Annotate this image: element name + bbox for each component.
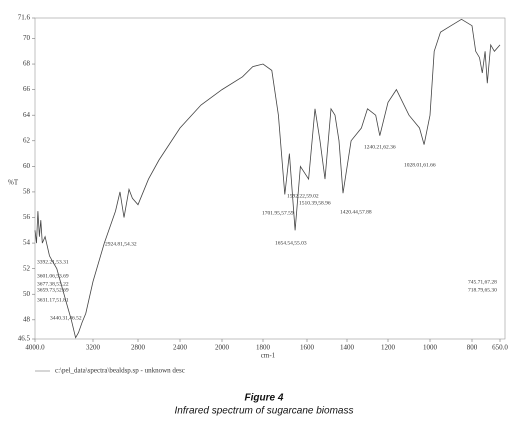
y-tick-label: 62	[23, 136, 31, 144]
y-tick-label: 70	[23, 34, 31, 42]
footer: c:\pel_data\spectra\bealdsp.sp - unknown…	[55, 367, 185, 375]
x-tick-label: 1400	[340, 344, 355, 352]
x-tick-label: 4000.0	[25, 344, 45, 352]
y-tick-label: 60	[23, 162, 31, 170]
y-tick-label: 50	[23, 290, 31, 298]
peak-annotation: 3392.21,53.31	[37, 259, 69, 265]
x-tick-label: 2800	[131, 344, 146, 352]
y-tick-label: 54	[23, 239, 31, 247]
x-tick-label: 2000	[215, 344, 230, 352]
x-tick-label: 800	[467, 344, 478, 352]
peak-annotation: 3677.38,53.22	[37, 281, 69, 287]
peak-annotation: 718.79,65.30	[468, 287, 497, 293]
peak-annotation: 3440.31,46.52	[50, 315, 82, 321]
peak-annotation: 3659.73,52.69	[37, 287, 69, 293]
x-axis-label: cm-1	[261, 352, 276, 360]
y-tick-label: 56	[23, 213, 31, 221]
peak-annotation: 3601.06,53.69	[37, 273, 69, 279]
x-tick-label: 650.0	[492, 344, 508, 352]
y-tick-label: 64	[23, 111, 31, 119]
peak-annotation: 1701.95,57.59	[262, 210, 294, 216]
peak-annotation: 1592.22,59.02	[287, 193, 319, 199]
y-tick-label: 58	[23, 188, 31, 196]
peak-annotation: 745.71,67.28	[468, 279, 497, 285]
x-tick-label: 1800	[256, 344, 271, 352]
x-tick-label: 1600	[300, 344, 315, 352]
x-tick-label: 3200	[86, 344, 101, 352]
peak-annotation: 1420.44,57.88	[340, 209, 372, 215]
figure-label: Figure 4	[245, 393, 284, 404]
y-axis-label: %T	[8, 179, 19, 187]
x-tick-label: 1200	[381, 344, 396, 352]
peak-annotation: 2924.81,54.32	[105, 241, 137, 247]
peak-annotation: 1240.21,62.36	[364, 144, 396, 150]
y-tick-label: 71.6	[18, 14, 31, 22]
y-tick-label: 68	[23, 60, 31, 68]
peak-annotation: 1510.39,58.96	[299, 200, 331, 206]
y-tick-label: 66	[23, 85, 31, 93]
y-tick-label: 46.5	[18, 335, 31, 343]
peak-annotation: 1028.01,61.66	[404, 162, 436, 168]
spectrum-line	[34, 18, 501, 339]
plot-frame	[34, 17, 506, 340]
figure-caption: Infrared spectrum of sugarcane biomass	[175, 406, 354, 417]
y-tick-label: 48	[23, 315, 31, 323]
x-tick-label: 2400	[173, 344, 188, 352]
x-tick-label: 1000	[423, 344, 438, 352]
peak-annotation: 3631.17,51.81	[37, 297, 69, 303]
y-tick-label: 52	[23, 264, 31, 272]
peak-annotation: 1654.54,55.03	[275, 240, 307, 246]
